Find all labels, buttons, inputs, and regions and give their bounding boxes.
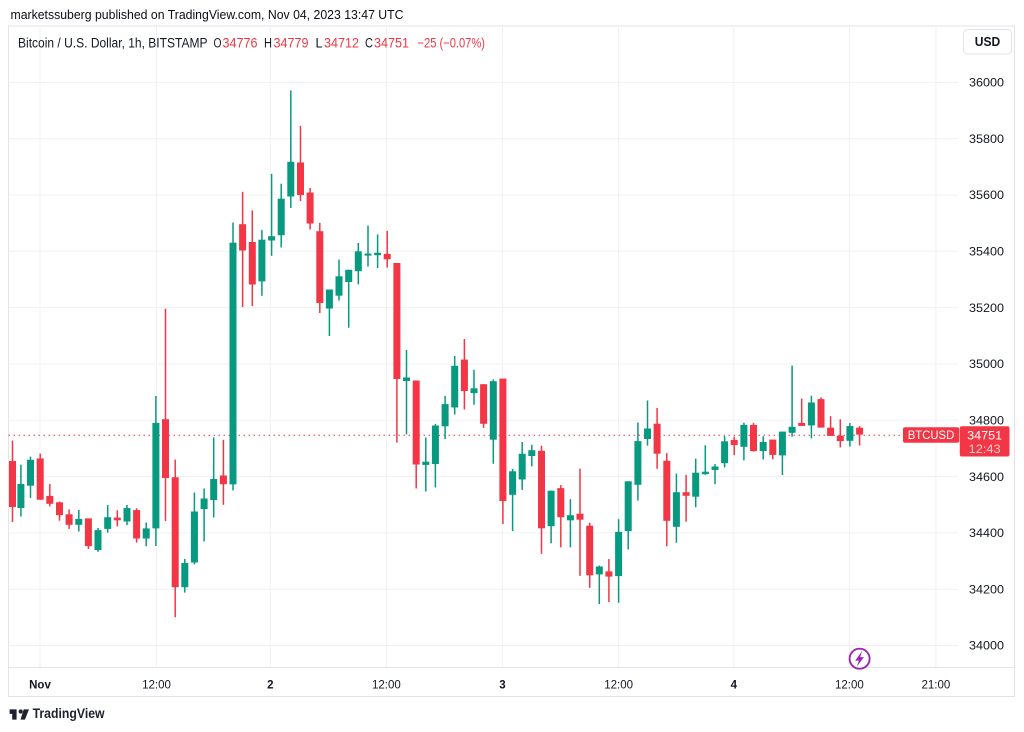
svg-text:35800: 35800 (969, 132, 1004, 146)
svg-text:TradingView: TradingView (33, 706, 105, 721)
svg-text:12:00: 12:00 (372, 680, 401, 692)
svg-text:BTCUSD: BTCUSD (908, 430, 955, 442)
svg-text:O: O (214, 36, 222, 51)
svg-text:35200: 35200 (969, 301, 1004, 315)
svg-text:marketssuberg published on Tra: marketssuberg published on TradingView.c… (11, 8, 404, 22)
svg-text:USD: USD (975, 34, 1001, 49)
svg-text:34600: 34600 (969, 470, 1004, 484)
svg-text:34751: 34751 (374, 36, 409, 51)
svg-text:12:00: 12:00 (604, 680, 633, 692)
svg-text:12:00: 12:00 (835, 680, 864, 692)
svg-text:34751: 34751 (967, 428, 1002, 442)
svg-text:35600: 35600 (969, 188, 1004, 202)
svg-text:4: 4 (731, 680, 738, 692)
svg-text:34776: 34776 (223, 36, 258, 51)
svg-text:−25 (−0.07%): −25 (−0.07%) (418, 36, 486, 51)
svg-text:L: L (316, 36, 323, 51)
svg-text:34200: 34200 (969, 582, 1004, 596)
svg-text:34800: 34800 (969, 414, 1004, 428)
svg-text:34712: 34712 (324, 36, 359, 51)
svg-text:34000: 34000 (969, 639, 1004, 653)
svg-text:12:00: 12:00 (142, 680, 171, 692)
svg-text:35400: 35400 (969, 245, 1004, 259)
svg-text:36000: 36000 (969, 76, 1004, 90)
svg-text:12:43: 12:43 (969, 442, 1001, 456)
svg-text:Bitcoin / U.S. Dollar, 1h, BIT: Bitcoin / U.S. Dollar, 1h, BITSTAMP (18, 36, 208, 51)
svg-text:Nov: Nov (29, 680, 51, 692)
svg-text:34779: 34779 (274, 36, 309, 51)
svg-text:21:00: 21:00 (922, 680, 951, 692)
svg-text:34400: 34400 (969, 526, 1004, 540)
svg-text:35000: 35000 (969, 357, 1004, 371)
svg-text:3: 3 (499, 680, 505, 692)
svg-text:2: 2 (267, 680, 273, 692)
svg-text:C: C (365, 36, 373, 51)
svg-text:H: H (264, 36, 272, 51)
